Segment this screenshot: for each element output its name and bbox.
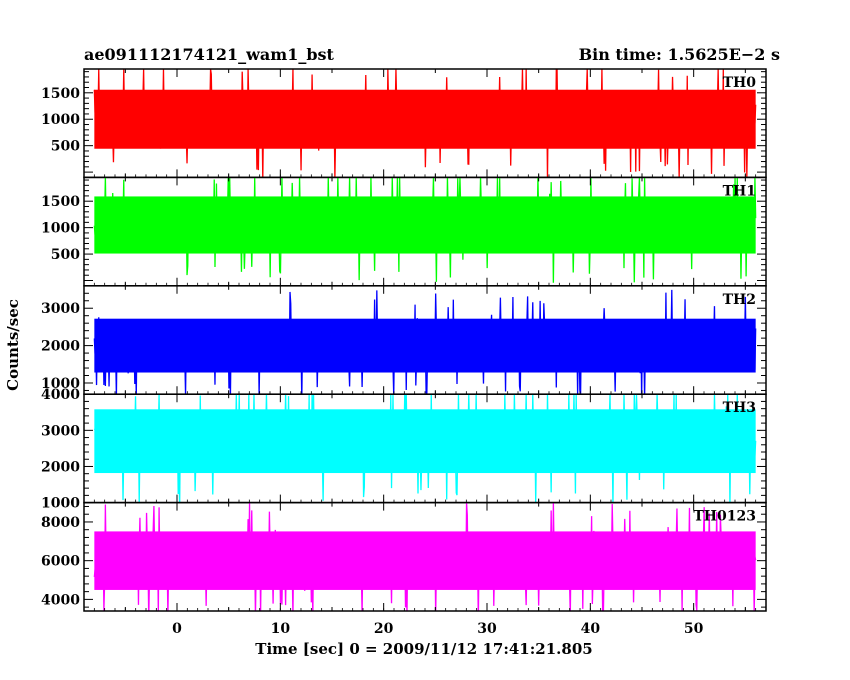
y-tick-label: 4000 [41, 592, 80, 608]
series-line-th2 [93, 289, 757, 395]
panel-th1: 500 1000 1500 TH1 [41, 176, 767, 287]
panel-th2: 1000 2000 3000 TH2 [41, 285, 767, 395]
x-axis: 0 10 20 30 40 50 [172, 621, 704, 637]
x-tick-label: 20 [374, 621, 394, 637]
x-tick-label: 30 [477, 621, 497, 637]
y-tick-label: 4000 [41, 387, 80, 403]
x-axis-label: Time [sec] 0 = 2009/11/12 17:41:21.805 [255, 640, 592, 658]
panel-label-th1: TH1 [723, 183, 756, 199]
x-tick-label: 0 [172, 621, 182, 637]
panel-label-th0123: TH0123 [693, 509, 756, 525]
y-tick-label: 1000 [41, 112, 80, 128]
y-tick-label: 500 [51, 247, 80, 263]
y-tick-label: 500 [51, 139, 80, 155]
series-line-th1 [93, 177, 757, 283]
y-tick-label: 3000 [41, 423, 80, 439]
y-tick-label: 2000 [41, 339, 80, 355]
series-line-th0123 [93, 502, 757, 612]
y-tick-label: 2000 [41, 459, 80, 475]
y-tick-label: 3000 [41, 301, 80, 317]
y-tick-label: 1500 [41, 194, 80, 210]
series-line-th3 [93, 394, 757, 503]
panel-th0123: 4000 6000 8000 TH0123 [41, 501, 767, 612]
y-tick-label: 1000 [41, 221, 80, 237]
x-tick-label: 10 [271, 621, 291, 637]
y-tick-label: 8000 [41, 515, 80, 531]
panel-th3: 1000 2000 3000 4000 TH3 [41, 387, 767, 512]
series-line-th0 [93, 69, 757, 178]
x-tick-label: 40 [581, 621, 601, 637]
panel-label-th3: TH3 [723, 400, 756, 416]
panel-label-th2: TH2 [723, 292, 756, 308]
x-tick-label: 50 [684, 621, 704, 637]
chart-title-right: Bin time: 1.5625E−2 s [579, 45, 780, 64]
panels-group: 500 1000 1500 TH0 500 1000 1500 TH1 1000 2000 3000… [41, 68, 767, 612]
y-tick-label: 6000 [41, 554, 80, 570]
panel-label-th0: TH0 [723, 75, 757, 91]
panel-th0: 500 1000 1500 TH0 [41, 68, 767, 179]
y-tick-label: 1000 [41, 496, 80, 512]
y-axis-label: Counts/sec [4, 299, 22, 391]
y-tick-label: 1000 [41, 376, 80, 392]
y-tick-label: 1500 [41, 86, 80, 102]
chart-title-left: ae091112174121_wam1_bst [84, 45, 335, 64]
